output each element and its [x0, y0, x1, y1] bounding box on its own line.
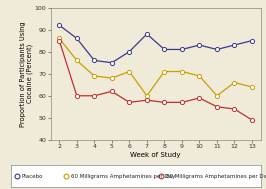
Y-axis label: Proportion of Participants Using
Cocaine (Percent): Proportion of Participants Using Cocaine…	[20, 21, 33, 126]
Text: 80 Milligrams Amphetamines per Day: 80 Milligrams Amphetamines per Day	[166, 174, 266, 179]
Text: Placebo: Placebo	[22, 174, 43, 179]
Text: 60 Milligrams Amphetamines per Day: 60 Milligrams Amphetamines per Day	[71, 174, 175, 179]
X-axis label: Week of Study: Week of Study	[130, 152, 181, 158]
